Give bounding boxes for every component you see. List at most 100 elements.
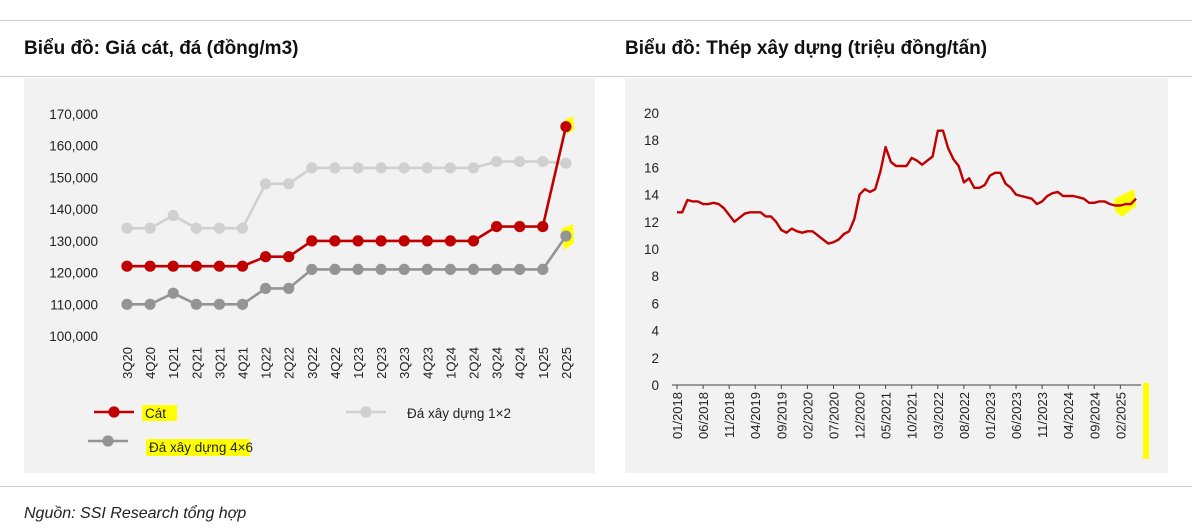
x-tick-label: 2Q23 <box>374 347 389 379</box>
stone-1x2-series-line <box>127 162 566 229</box>
stone-1x2-series-point <box>260 178 271 189</box>
y-tick-label: 18 <box>644 133 659 148</box>
stone-1x2-series-point <box>376 162 387 173</box>
stone-4x6-series-point <box>514 264 525 275</box>
stone-1x2-series-point <box>191 223 202 234</box>
y-tick-label: 14 <box>644 188 660 203</box>
y-tick-label: 0 <box>651 378 659 393</box>
x-tick-label: 3Q24 <box>490 347 505 379</box>
stone-1x2-series-point <box>399 162 410 173</box>
x-tick-label: 02/2020 <box>800 392 815 439</box>
y-tick-label: 160,000 <box>49 139 98 154</box>
stone-1x2-series-point <box>168 210 179 221</box>
stone-1x2-series-point <box>283 178 294 189</box>
stone-4x6-series-point <box>283 283 294 294</box>
cat-series-point <box>237 261 248 272</box>
bottom-rule <box>0 486 1192 487</box>
y-tick-label: 110,000 <box>50 297 98 312</box>
x-tick-label: 06/2018 <box>696 392 711 439</box>
cat-series-point <box>191 261 202 272</box>
stone-4x6-series-point <box>168 288 179 299</box>
stone-4x6-series-point <box>191 299 202 310</box>
cat-series-point <box>329 235 340 246</box>
y-tick-label: 150,000 <box>49 170 98 185</box>
left-chart-title: Biểu đồ: Giá cát, đá (đồng/m3) <box>24 38 298 60</box>
highlight-mark <box>1143 383 1149 459</box>
steel-price-chart: 0 2 4 6 8 10 12 14 16 18 20 01/2018 06/2018 11/2018 04… <box>625 78 1168 473</box>
legend-stone-4x6-marker <box>102 435 113 446</box>
x-tick-label: 1Q21 <box>166 347 181 379</box>
stone-1x2-series-point <box>560 158 571 169</box>
title-rule <box>0 76 1192 77</box>
stone-4x6-series-point <box>145 299 156 310</box>
stone-1x2-series-point <box>145 223 156 234</box>
x-tick-label: 01/2018 <box>670 392 685 439</box>
stone-4x6-series-point <box>352 264 363 275</box>
stone-4x6-series-point <box>306 264 317 275</box>
x-tick-label: 09/2019 <box>774 392 789 439</box>
x-tick-label: 2Q24 <box>467 347 482 379</box>
stone-1x2-series-point <box>468 162 479 173</box>
y-tick-label: 100,000 <box>49 329 98 344</box>
x-tick-label: 04/2024 <box>1061 392 1076 439</box>
cat-series-point <box>445 235 456 246</box>
y-tick-label: 170,000 <box>49 107 98 122</box>
stone-4x6-series-point <box>445 264 456 275</box>
cat-series-point <box>352 235 363 246</box>
y-tick-label: 2 <box>651 351 659 366</box>
x-tick-label: 4Q21 <box>236 347 251 379</box>
y-tick-label: 6 <box>651 296 659 311</box>
x-tick-label: 3Q21 <box>212 347 227 379</box>
stone-1x2-series-point <box>445 162 456 173</box>
stone-4x6-series-point <box>537 264 548 275</box>
stone-1x2-series-point <box>237 223 248 234</box>
x-tick-label: 08/2022 <box>957 392 972 439</box>
cat-series-point <box>376 235 387 246</box>
cat-series-point <box>468 235 479 246</box>
y-tick-label: 120,000 <box>49 266 98 281</box>
stone-4x6-series-point <box>376 264 387 275</box>
stone-1x2-series-point <box>422 162 433 173</box>
y-tick-label: 130,000 <box>49 234 98 249</box>
stone-4x6-series-point <box>237 299 248 310</box>
cat-series-point <box>214 261 225 272</box>
cat-series-point <box>306 235 317 246</box>
x-tick-label: 1Q25 <box>536 347 551 379</box>
y-tick-label: 16 <box>644 160 659 175</box>
x-tick-label: 1Q22 <box>259 347 274 379</box>
y-tick-label: 140,000 <box>49 202 98 217</box>
stone-1x2-series-point <box>514 156 525 167</box>
x-tick-label: 4Q22 <box>328 347 343 379</box>
x-tick-label: 03/2022 <box>931 392 946 439</box>
stone-1x2-series-point <box>491 156 502 167</box>
cat-series-point <box>514 221 525 232</box>
legend-stone-4x6-label-part: ×6 <box>238 440 253 455</box>
legend-cat-label: Cát <box>145 406 166 421</box>
x-tick-label: 4Q24 <box>513 347 528 379</box>
top-rule <box>0 20 1192 21</box>
y-tick-label: 4 <box>651 324 659 339</box>
y-tick-label: 20 <box>644 106 659 121</box>
x-tick-label: 1Q23 <box>351 347 366 379</box>
y-tick-label: 10 <box>644 242 659 257</box>
cat-series-line <box>127 127 566 267</box>
cat-series-point <box>121 261 132 272</box>
legend-stone-1x2-label: Đá xây dựng 1×2 <box>407 406 511 421</box>
left-chart-panel: 100,000 110,000 120,000 130,000 140,000 150,0… <box>24 78 595 473</box>
cat-series-point <box>491 221 502 232</box>
cat-series-point <box>560 121 571 132</box>
legend-stone-1x2-marker <box>360 406 371 417</box>
stone-4x6-series-point <box>468 264 479 275</box>
stone-4x6-series-point <box>329 264 340 275</box>
x-tick-label: 4Q23 <box>420 347 435 379</box>
x-tick-label: 3Q20 <box>120 347 135 379</box>
x-tick-label: 11/2023 <box>1035 392 1050 438</box>
stone-1x2-series-point <box>329 162 340 173</box>
stone-1x2-series-point <box>214 223 225 234</box>
stone-4x6-series-point <box>491 264 502 275</box>
sand-stone-price-chart: 100,000 110,000 120,000 130,000 140,000 150,0… <box>24 78 595 473</box>
x-tick-label: 1Q24 <box>443 347 458 379</box>
stone-1x2-series-point <box>121 223 132 234</box>
legend-cat-marker <box>108 406 119 417</box>
x-tick-label: 11/2018 <box>722 392 737 438</box>
